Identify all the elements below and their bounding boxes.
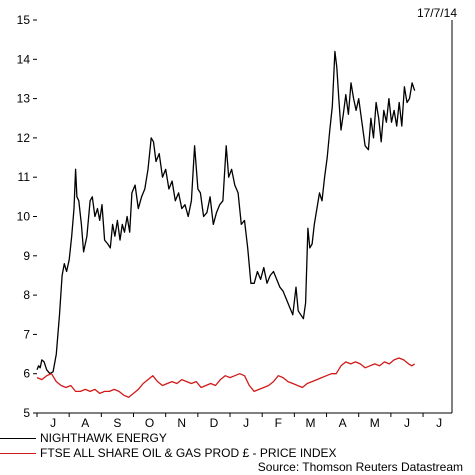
y-axis-ticks: 5 6 7 8 9 10 11 12 13 14 15 (17, 13, 37, 420)
x-tick-label: F (275, 416, 282, 430)
x-tick-label: J (404, 416, 410, 430)
source-note: Source: Thomson Reuters Datastream (257, 460, 463, 474)
x-tick-label: S (113, 416, 121, 430)
x-tick-label: J (243, 416, 249, 430)
date-label: 17/7/14 (416, 6, 457, 20)
series-line-nighthawk (36, 50, 416, 375)
legend-swatch-nighthawk (0, 437, 36, 439)
x-tick-label: O (145, 416, 154, 430)
legend-item-nighthawk: NIGHTHAWK ENERGY (0, 431, 167, 445)
series-lines (36, 50, 416, 398)
x-tick-label: D (210, 416, 219, 430)
y-tick-label: 12 (17, 131, 31, 145)
y-tick-label: 9 (23, 249, 30, 263)
legend-label-ftse: FTSE ALL SHARE OIL & GAS PROD £ - PRICE … (40, 446, 337, 460)
line-chart: 5 6 7 8 9 10 11 12 13 14 15 J A S O N D J F M A M J J (17, 13, 453, 430)
y-tick-label: 15 (17, 13, 31, 27)
chart-axes (37, 20, 453, 414)
y-tick-label: 5 (23, 406, 30, 420)
y-tick-label: 7 (23, 327, 30, 341)
legend-label-nighthawk: NIGHTHAWK ENERGY (40, 431, 167, 445)
series-line-ftse (36, 357, 416, 398)
y-tick-label: 8 (23, 288, 30, 302)
x-tick-label: A (339, 416, 347, 430)
x-tick-label: M (305, 416, 315, 430)
x-tick-label: N (177, 416, 186, 430)
legend-swatch-ftse (0, 452, 36, 454)
y-tick-label: 10 (17, 210, 31, 224)
x-tick-label: A (81, 416, 89, 430)
x-tick-label: J (50, 416, 56, 430)
y-tick-label: 13 (17, 92, 31, 106)
x-tick-label: J (436, 416, 442, 430)
legend-item-ftse: FTSE ALL SHARE OIL & GAS PROD £ - PRICE … (0, 446, 337, 460)
y-tick-label: 6 (23, 367, 30, 381)
y-tick-label: 14 (17, 52, 31, 66)
x-tick-label: M (370, 416, 380, 430)
y-tick-label: 11 (18, 170, 31, 184)
